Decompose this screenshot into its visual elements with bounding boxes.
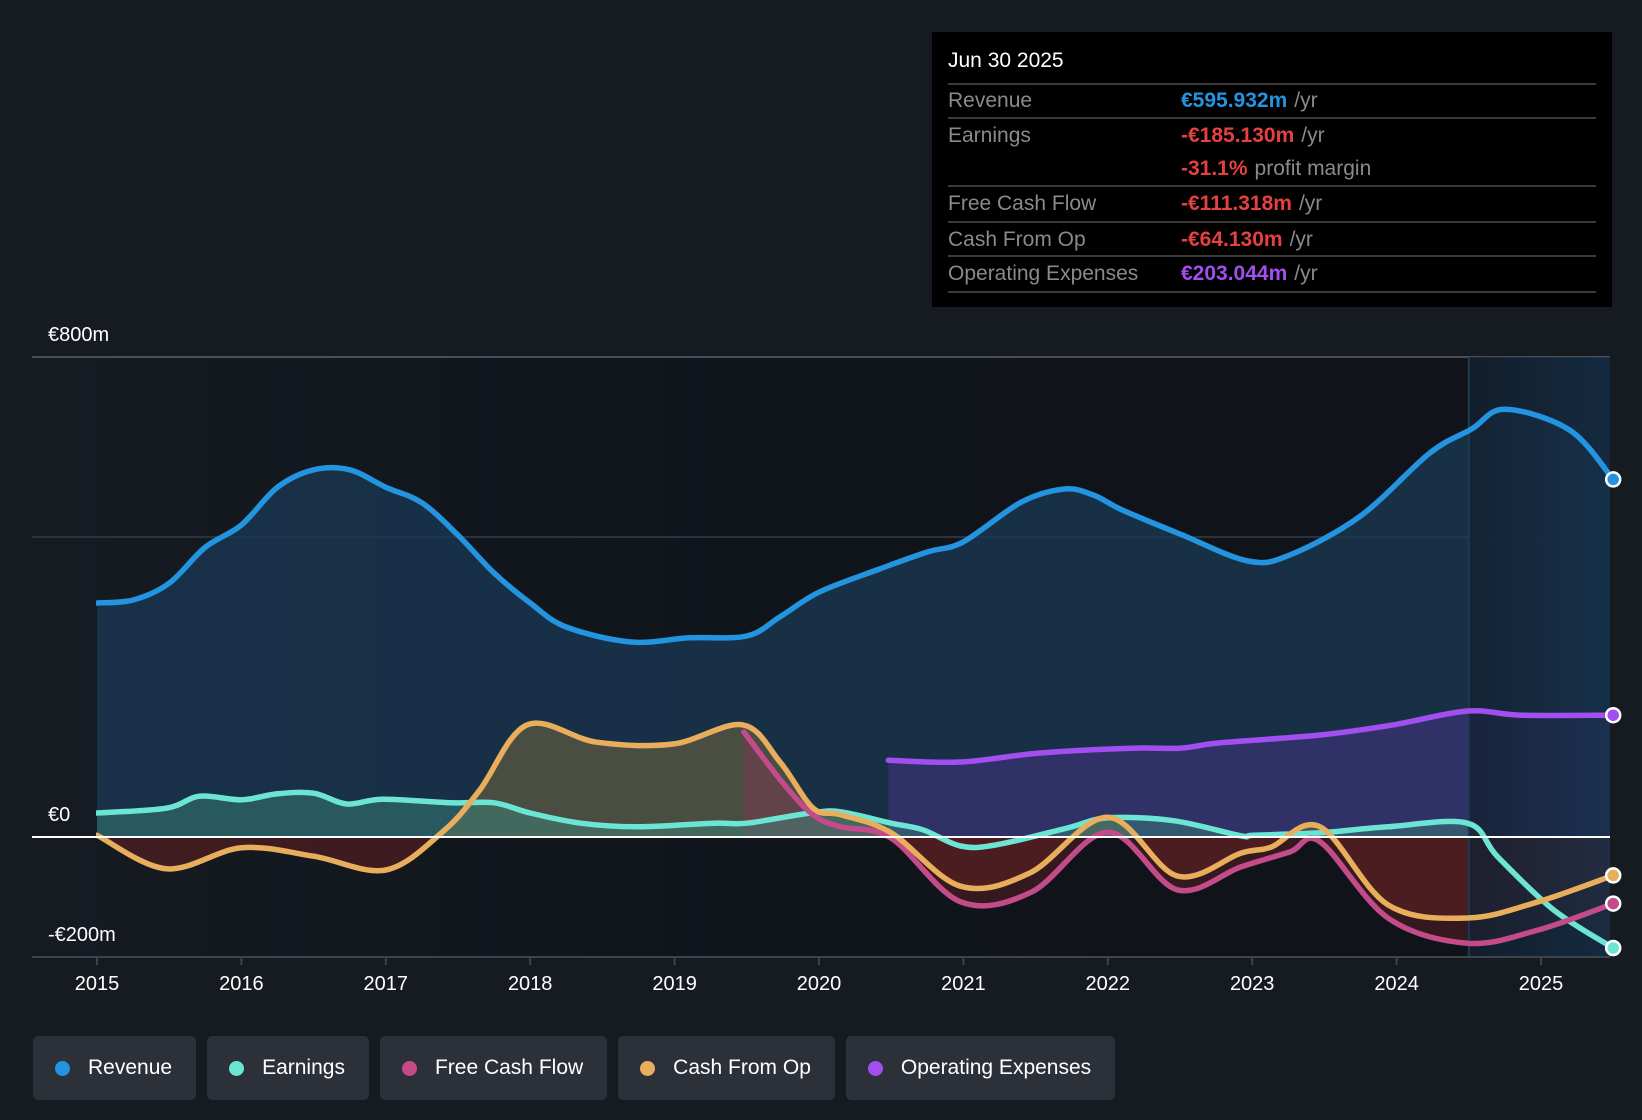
tooltip-value: €203.044m [1181, 262, 1288, 285]
area-revenue-positive [97, 409, 1610, 837]
tooltip-value: -€185.130m [1181, 124, 1295, 147]
tooltip-label [948, 152, 1181, 185]
legend-label: Earnings [262, 1056, 345, 1079]
highlight-period [1468, 357, 1610, 957]
legend-dot-icon [867, 1060, 883, 1076]
area-operating-expenses-positive [888, 710, 1610, 837]
x-tick-label: 2020 [797, 973, 842, 995]
area-free-cash-flow-negative [743, 837, 1610, 944]
legend-item-operating-expenses[interactable]: Operating Expenses [845, 1036, 1116, 1100]
x-tick-label: 2017 [364, 973, 409, 995]
x-tick-label: 2023 [1230, 973, 1275, 995]
end-markers [1604, 471, 1622, 957]
end-marker-cash-from-op [1604, 867, 1622, 884]
legend: Revenue Earnings Free Cash Flow Cash Fro… [33, 1036, 1116, 1100]
legend-dot-icon [229, 1060, 245, 1076]
tooltip: Jun 30 2025 Revenue €595.932m /yr Earnin… [932, 32, 1612, 307]
tooltip-value: -€64.130m [1181, 228, 1283, 251]
legend-label: Operating Expenses [900, 1056, 1092, 1079]
legend-item-revenue[interactable]: Revenue [33, 1036, 197, 1100]
line-free-cash-flow [741, 729, 1610, 947]
legend-label: Cash From Op [673, 1056, 811, 1079]
end-marker-operating-expenses [1604, 706, 1622, 724]
end-marker-earnings [1604, 939, 1622, 957]
x-tick-label: 2015 [75, 973, 120, 995]
tooltip-unit: /yr [1289, 228, 1313, 251]
legend-item-free-cash-flow[interactable]: Free Cash Flow [379, 1036, 608, 1100]
tooltip-row-cash-from-op: Cash From Op -€64.130m /yr [948, 223, 1596, 257]
tooltip-date: Jun 30 2025 [948, 32, 1596, 85]
legend-dot-icon [55, 1060, 70, 1076]
x-tick-label: 2021 [941, 973, 986, 995]
legend-item-cash-from-op[interactable]: Cash From Op [618, 1036, 835, 1100]
x-tick-label: 2022 [1086, 973, 1131, 995]
tooltip-label: Earnings [948, 124, 1031, 147]
tooltip-label: Cash From Op [948, 228, 1086, 251]
x-axis-ticks: 2015 2016 2017 2018 2019 2020 2021 2022 2023 2024… [75, 957, 1564, 995]
tooltip-label: Revenue [948, 89, 1033, 112]
end-marker-revenue [1604, 471, 1622, 488]
tooltip-row-revenue: Revenue €595.932m /yr [948, 85, 1596, 119]
x-tick-label: 2018 [508, 973, 553, 995]
legend-dot-icon [401, 1060, 417, 1076]
series-lines [96, 406, 1610, 950]
tooltip-row-operating-expenses: Operating Expenses €203.044m /yr [948, 257, 1596, 293]
legend-item-earnings[interactable]: Earnings [207, 1036, 369, 1100]
line-cash-from-op [96, 720, 1610, 922]
legend-label: Revenue [88, 1056, 173, 1079]
line-revenue [96, 406, 1610, 646]
tooltip-unit: /yr [1301, 124, 1325, 147]
y-tick-label: €800m [48, 324, 109, 346]
tooltip-value: -31.1% [1181, 157, 1248, 180]
tooltip-unit: /yr [1294, 89, 1318, 112]
tooltip-row-earnings: Earnings -€185.130m /yr [948, 119, 1596, 152]
tooltip-value: €595.932m [1181, 89, 1288, 112]
y-tick-label: -€200m [48, 924, 116, 946]
tooltip-label: Free Cash Flow [948, 192, 1097, 215]
x-tick-label: 2024 [1374, 973, 1419, 995]
tooltip-row-free-cash-flow: Free Cash Flow -€111.318m /yr [948, 187, 1596, 223]
legend-dot-icon [640, 1060, 656, 1076]
x-tick-label: 2025 [1519, 973, 1564, 995]
x-tick-label: 2019 [652, 973, 697, 995]
tooltip-row-profit-margin: -31.1% profit margin [948, 152, 1596, 187]
tooltip-value: -€111.318m [1181, 192, 1292, 215]
y-axis-labels: €800m €0 -€200m [48, 324, 116, 946]
tooltip-label: Operating Expenses [948, 262, 1139, 285]
line-operating-expenses [885, 707, 1610, 766]
tooltip-unit: profit margin [1254, 157, 1372, 180]
y-tick-label: €0 [48, 804, 70, 826]
legend-label: Free Cash Flow [434, 1056, 584, 1079]
area-cash-from-op-positive [97, 723, 1610, 837]
end-marker-free-cash-flow [1604, 895, 1622, 912]
tooltip-unit: /yr [1294, 262, 1318, 285]
x-tick-label: 2016 [219, 973, 264, 995]
tooltip-unit: /yr [1298, 192, 1323, 215]
